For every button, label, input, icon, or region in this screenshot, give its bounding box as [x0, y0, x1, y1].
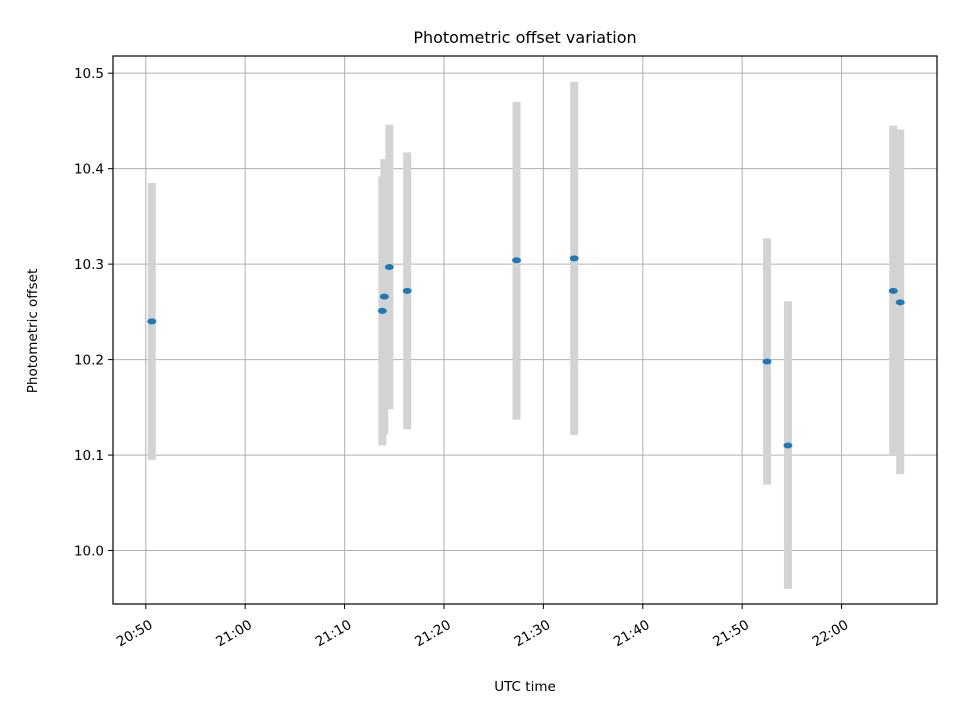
y-tick-label: 10.5 — [74, 66, 104, 82]
error-bars — [147, 81, 905, 589]
data-point — [762, 358, 772, 365]
grid — [113, 56, 937, 604]
data-points — [147, 255, 905, 449]
plot-frame — [112, 55, 938, 605]
y-axis-label: Photometric offset — [25, 269, 41, 393]
x-axis-label: UTC time — [494, 679, 556, 695]
chart-title: Photometric offset variation — [413, 28, 636, 47]
x-tick-label: 21:40 — [611, 617, 653, 650]
data-point — [402, 287, 412, 294]
data-point — [895, 299, 905, 306]
ticks: 20:50 21:00 21:10 21:20 21:30 21:40 21:50 22:00… — [74, 66, 851, 650]
y-tick-label: 10.2 — [74, 353, 104, 369]
x-tick-label: 21:30 — [511, 617, 553, 650]
y-tick-label: 10.4 — [74, 162, 104, 178]
data-point — [512, 257, 522, 264]
x-tick-label: 22:00 — [810, 617, 852, 650]
x-tick-label: 20:50 — [114, 617, 156, 650]
data-point — [783, 442, 793, 449]
y-tick-label: 10.3 — [74, 257, 104, 273]
x-tick-label: 21:00 — [213, 617, 255, 650]
data-point — [377, 307, 387, 314]
data-point — [569, 255, 579, 262]
y-tick-label: 10.0 — [74, 544, 104, 560]
y-tick-label: 10.1 — [74, 448, 104, 464]
x-tick-label: 21:10 — [313, 617, 355, 650]
data-point — [147, 318, 157, 325]
data-point — [888, 287, 898, 294]
data-point — [384, 263, 394, 270]
x-tick-label: 21:20 — [412, 617, 454, 650]
data-point — [379, 293, 389, 300]
x-tick-label: 21:50 — [710, 617, 752, 650]
